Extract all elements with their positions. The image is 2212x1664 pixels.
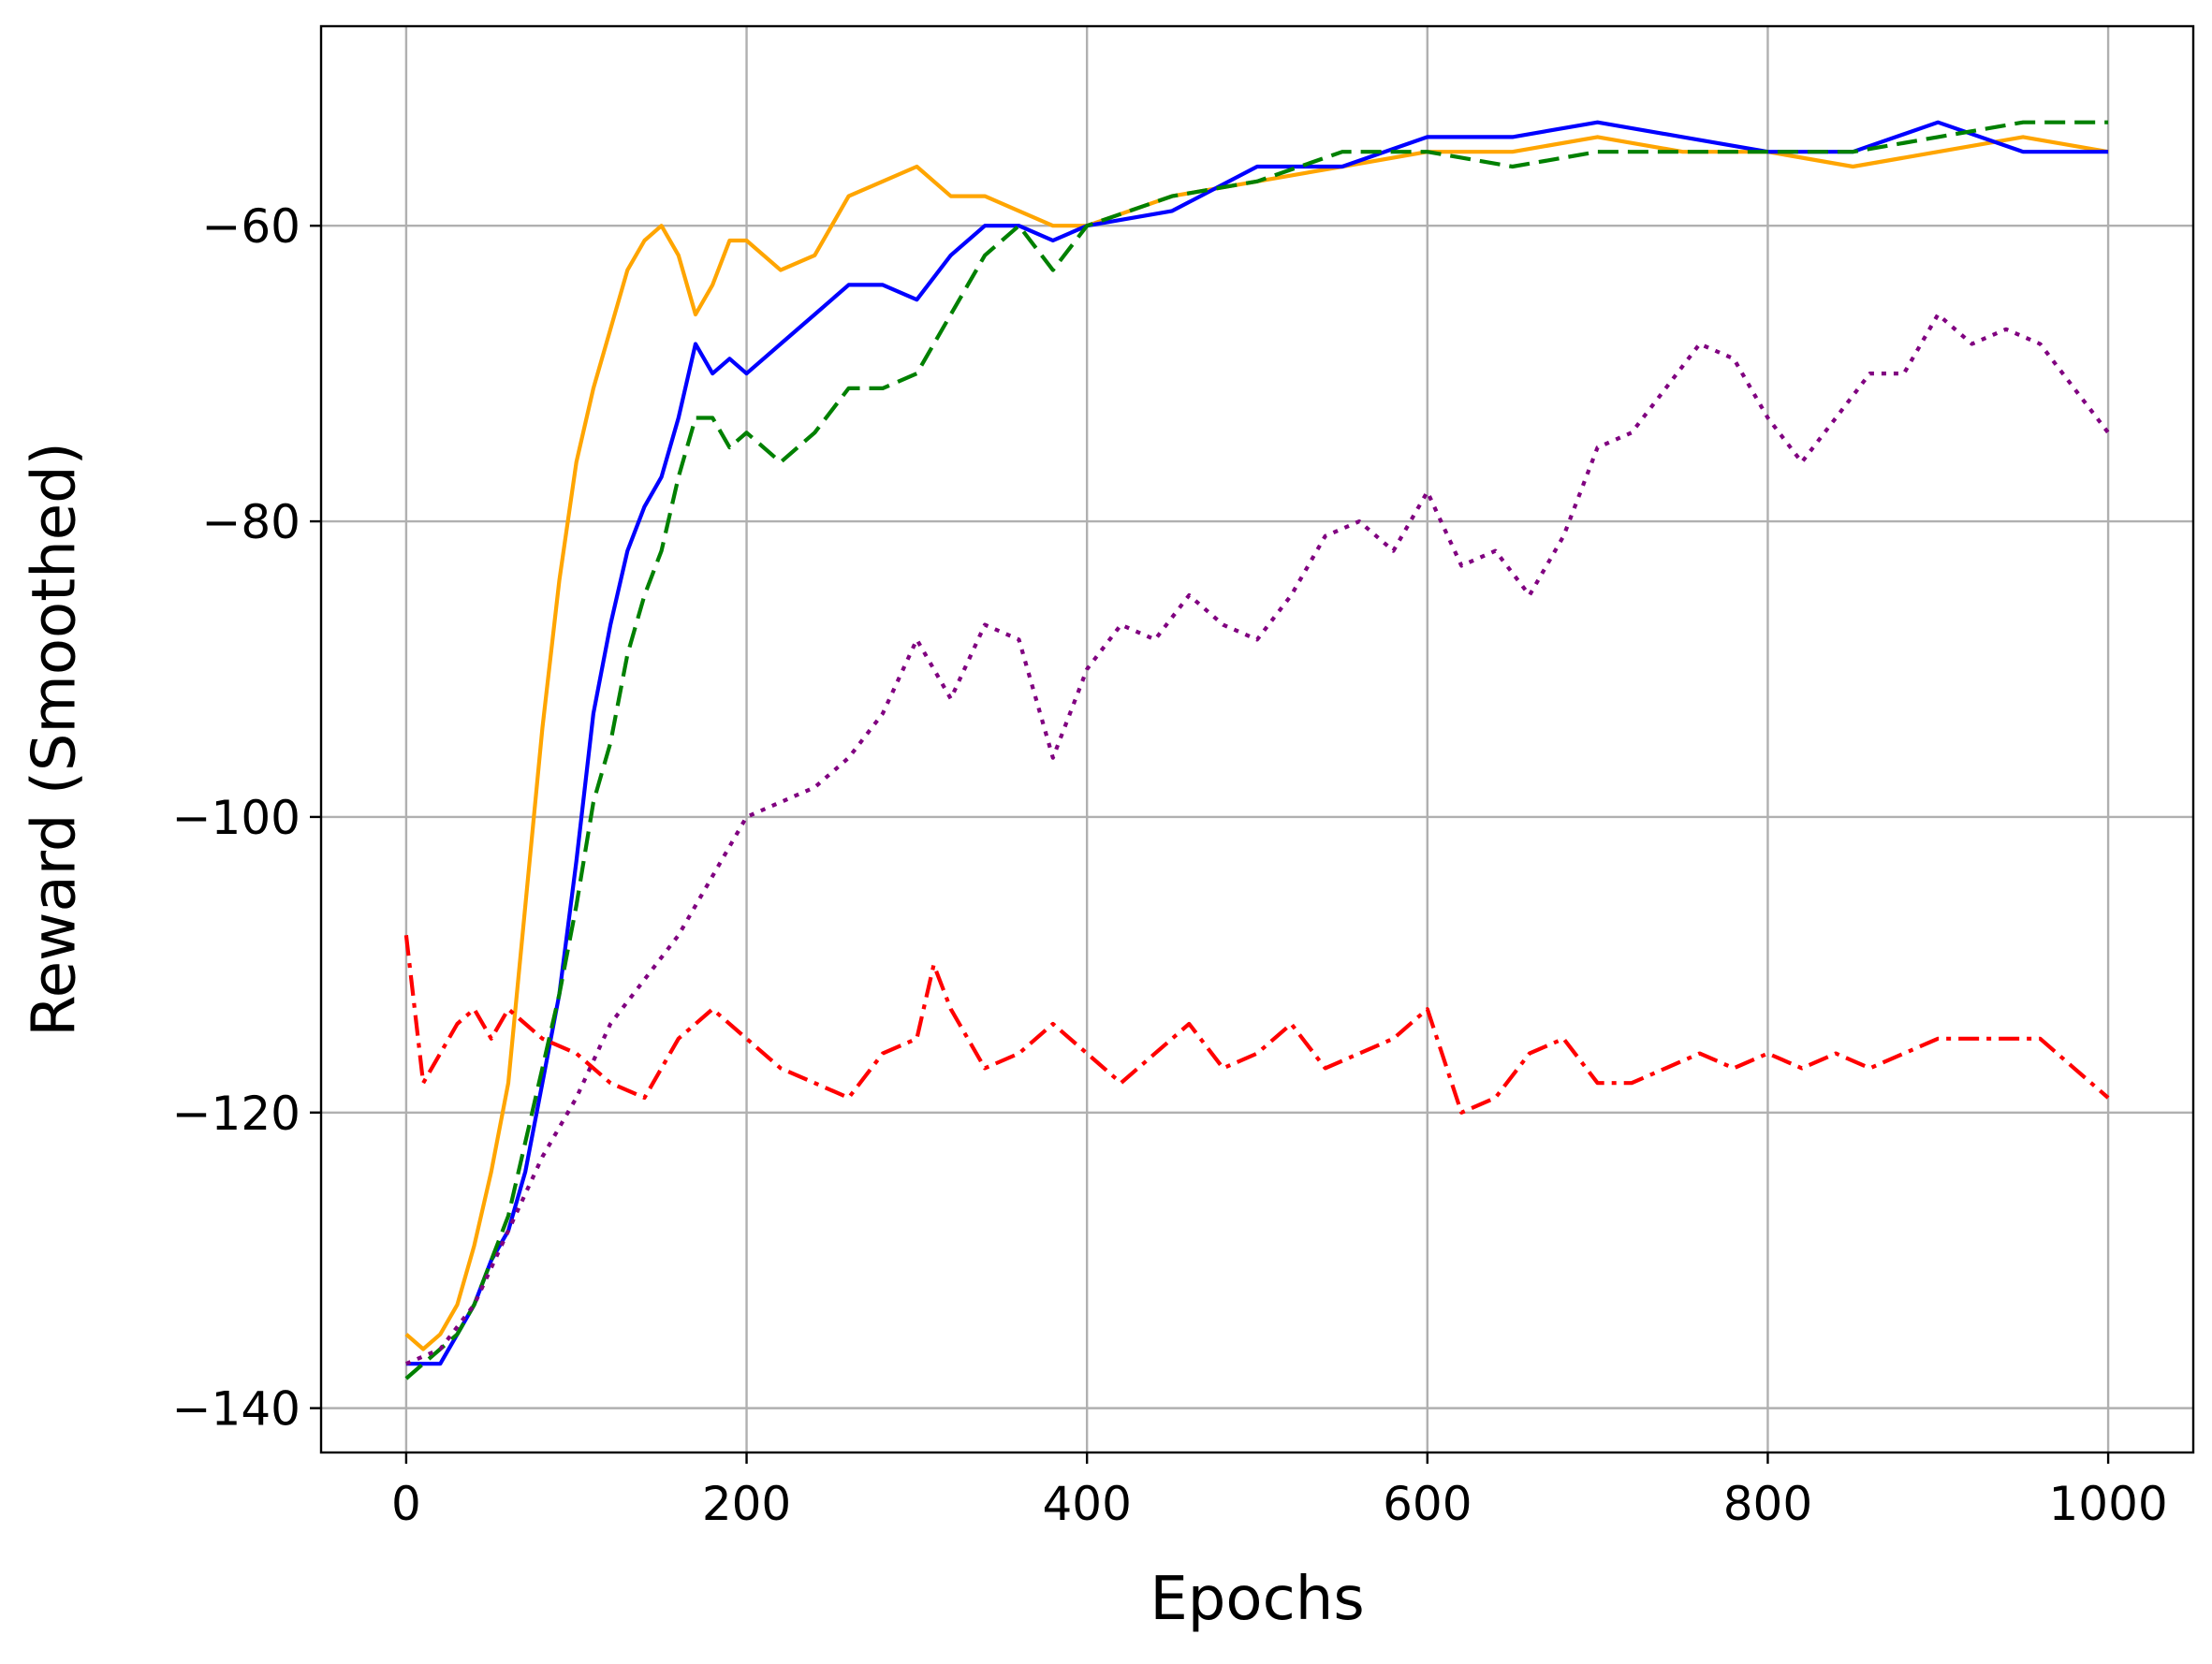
series-group	[403, 120, 2110, 1380]
series-line-2	[405, 120, 2109, 1366]
x-tick-label: 800	[1723, 1477, 1812, 1531]
series-line-3	[404, 120, 2109, 1380]
y-tick-label: −80	[201, 495, 300, 549]
y-axis-title: Reward (Smoothed)	[21, 442, 90, 1037]
grid	[321, 26, 2193, 1452]
series-line-4	[405, 312, 2110, 1366]
x-tick-label: 1000	[2048, 1477, 2167, 1531]
x-tick-label: 600	[1383, 1477, 1472, 1531]
series-line-5	[403, 935, 2110, 1115]
y-tick-label: −100	[172, 791, 300, 845]
plot-frame	[319, 24, 2195, 1454]
series-line-1	[404, 135, 2109, 1351]
y-tick-label: −120	[172, 1087, 300, 1141]
y-tick-label: −140	[172, 1382, 300, 1437]
x-axis: 0 200 400 600 800 1000	[391, 1452, 2168, 1531]
x-tick-label: 400	[1042, 1477, 1131, 1531]
x-tick-label: 0	[391, 1477, 421, 1531]
x-axis-title: Epochs	[1150, 1565, 1364, 1634]
y-tick-label: −60	[201, 199, 300, 254]
y-axis: −140 −120 −100 −80 −60	[172, 199, 321, 1437]
x-tick-label: 200	[702, 1477, 791, 1531]
